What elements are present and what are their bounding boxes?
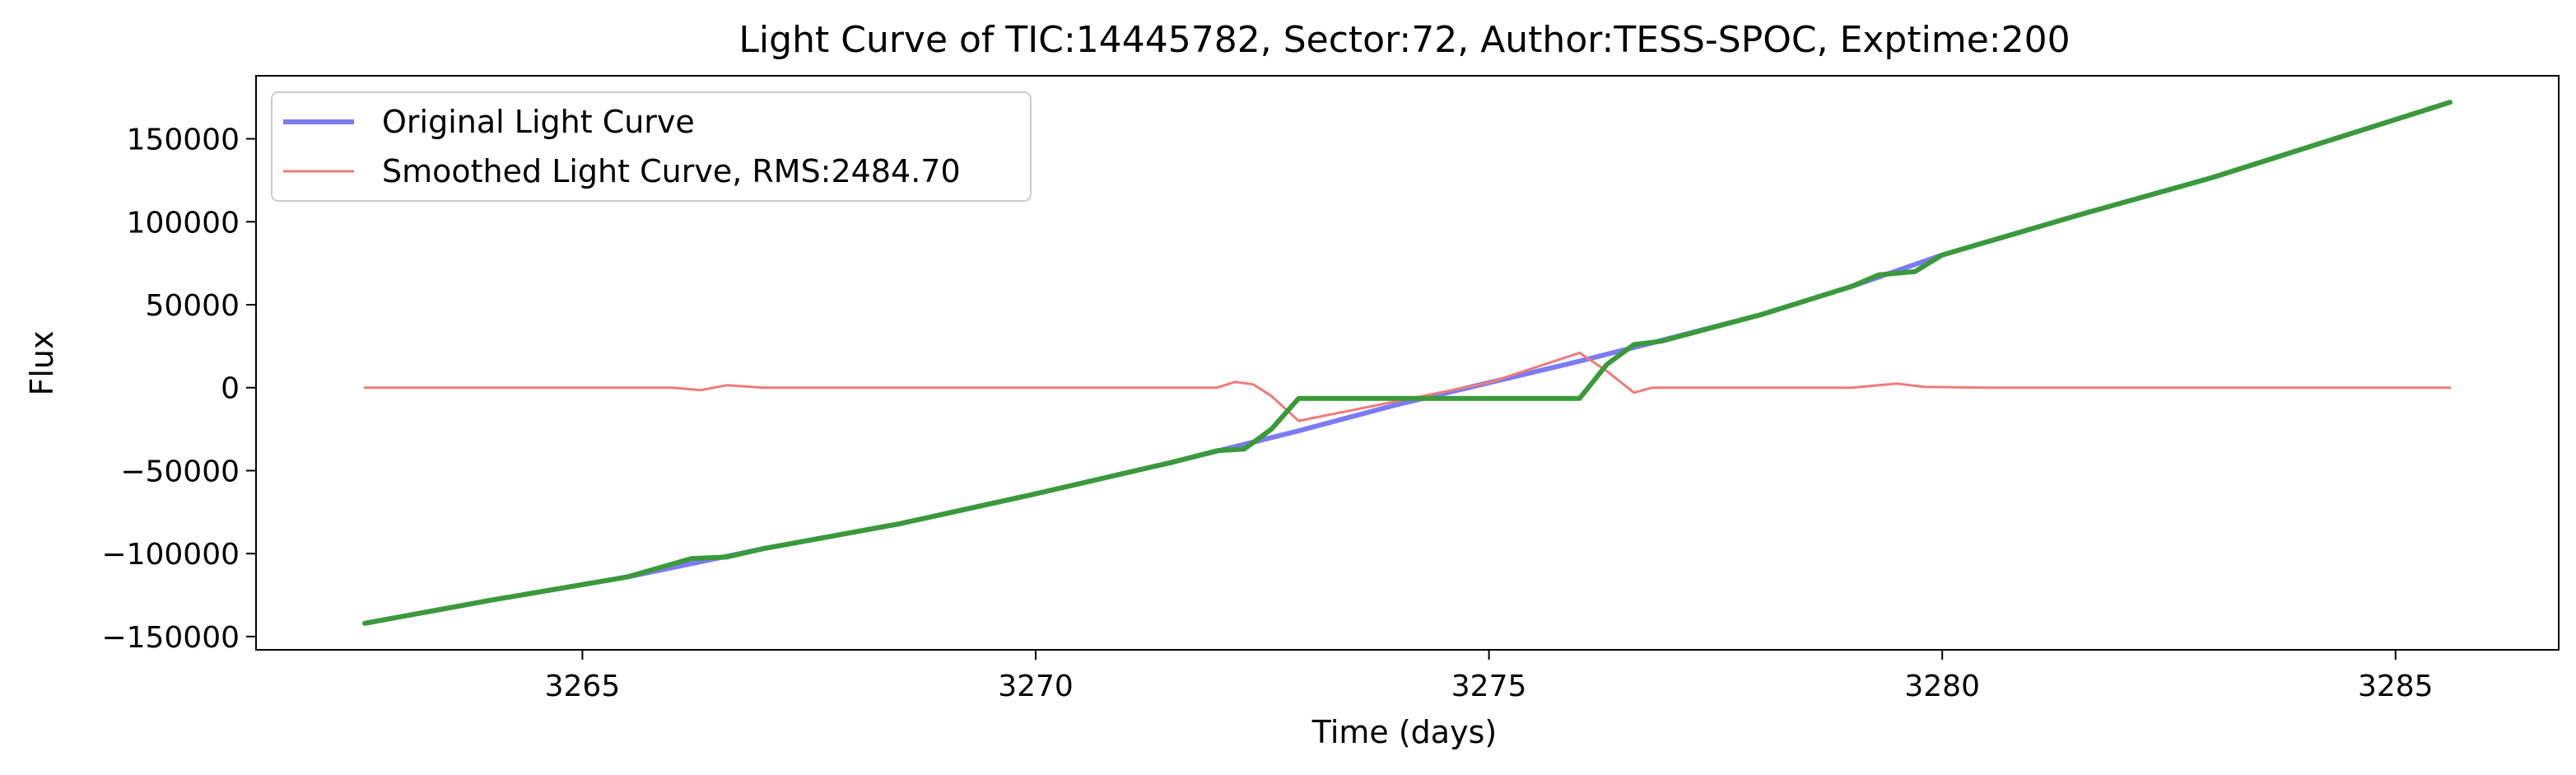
x-tick-label: 3280 bbox=[1904, 670, 1980, 703]
y-tick-label: −50000 bbox=[120, 455, 240, 488]
series-fit-line bbox=[362, 100, 2453, 626]
y-tick-label: 100000 bbox=[127, 206, 240, 240]
x-axis-label: Time (days) bbox=[1311, 714, 1497, 750]
y-axis-ticks: −150000 −100000 −50000 0 50000 100000 150000 bbox=[101, 124, 256, 655]
legend-label-smoothed: Smoothed Light Curve, RMS:2484.70 bbox=[382, 153, 961, 189]
y-tick-label: 50000 bbox=[145, 289, 240, 323]
x-tick-label: 3270 bbox=[998, 670, 1074, 703]
legend: Original Light Curve Smoothed Light Curv… bbox=[271, 91, 1032, 202]
x-axis-ticks: 3265 3270 3275 3280 3285 bbox=[545, 650, 2434, 703]
x-tick-label: 3285 bbox=[2358, 670, 2434, 703]
legend-box bbox=[271, 91, 1032, 202]
x-tick-label: 3275 bbox=[1451, 670, 1527, 703]
y-tick-label: −150000 bbox=[101, 621, 240, 655]
y-axis-label: Flux bbox=[24, 331, 60, 396]
plot-area-frame bbox=[255, 75, 2560, 651]
series-layer bbox=[362, 100, 2453, 626]
y-tick-label: −100000 bbox=[101, 538, 240, 572]
x-tick-label: 3265 bbox=[545, 670, 621, 703]
legend-label-original: Original Light Curve bbox=[382, 104, 695, 140]
y-tick-label: 150000 bbox=[127, 124, 240, 157]
chart-title: Light Curve of TIC:14445782, Sector:72, … bbox=[738, 19, 2070, 61]
y-tick-label: 0 bbox=[221, 372, 240, 406]
